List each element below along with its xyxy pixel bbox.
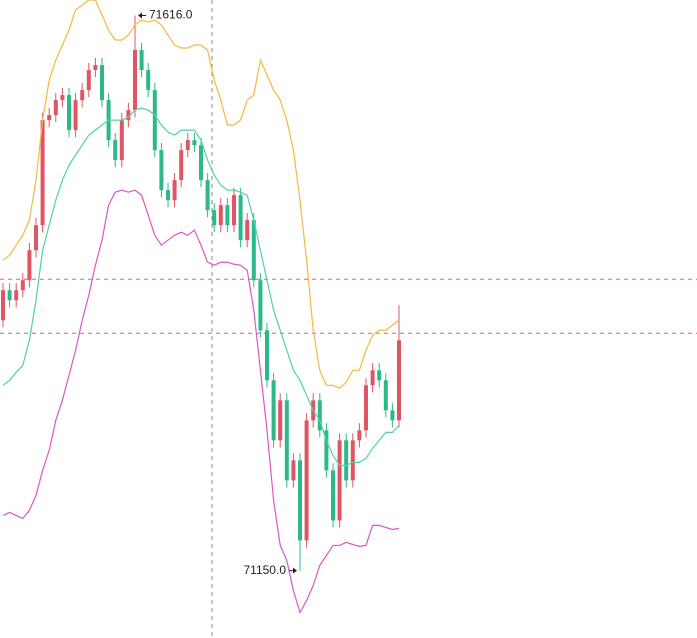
high-label: 71616.0	[149, 8, 193, 22]
candle-body	[232, 195, 236, 226]
candle-body	[199, 145, 203, 181]
candle-body	[113, 140, 118, 161]
candle-body	[324, 430, 329, 471]
candle-body	[284, 400, 289, 481]
candle-body	[20, 280, 25, 291]
candle-body	[80, 90, 85, 101]
candle-body	[27, 250, 32, 281]
candle-body	[152, 90, 157, 151]
candle-body	[278, 400, 283, 441]
candle-body	[304, 420, 309, 541]
candle-body	[86, 70, 91, 91]
candle-body	[159, 150, 164, 191]
candle-body	[383, 380, 388, 411]
band-line	[2, 107, 400, 466]
candle-body	[73, 100, 78, 131]
candle-body	[166, 190, 170, 201]
candle-body	[212, 210, 217, 226]
candle-body	[291, 460, 296, 481]
candle-body	[331, 470, 335, 521]
candle-body	[397, 340, 401, 421]
candle-body	[258, 280, 263, 331]
candle-body	[370, 370, 375, 386]
candle-body	[364, 385, 368, 431]
candle-body	[126, 110, 131, 121]
candle-body	[119, 120, 124, 161]
arrow-head	[138, 12, 142, 19]
candle-body	[192, 140, 197, 146]
candle-body	[14, 290, 19, 301]
candle-body	[225, 205, 230, 226]
candle-body	[172, 180, 177, 201]
candle-body	[218, 205, 223, 226]
candle-body	[133, 50, 137, 111]
candle-body	[179, 150, 184, 181]
band-line	[2, 189, 400, 615]
candle-body	[390, 410, 395, 421]
candle-body	[350, 440, 355, 481]
candle-body	[271, 380, 276, 441]
arrow-head	[293, 567, 297, 574]
candle-body	[245, 220, 250, 241]
candle-body	[185, 140, 190, 151]
candle-body	[238, 195, 243, 241]
candle-body	[47, 115, 52, 121]
candle-body	[34, 225, 38, 251]
candle-body	[344, 440, 349, 481]
candle-body	[337, 440, 342, 521]
candle-body	[53, 100, 58, 116]
candle-body	[377, 370, 382, 381]
candle-body	[205, 180, 210, 211]
candle-body	[357, 430, 362, 441]
low-label: 71150.0	[244, 563, 287, 577]
candle-body	[251, 220, 256, 281]
candle-body	[7, 290, 12, 301]
candle-body	[67, 95, 71, 131]
candle-body	[265, 330, 269, 381]
candle-body	[139, 50, 144, 71]
candle-body	[298, 460, 302, 541]
candle-body	[40, 120, 45, 226]
band-line	[2, 0, 400, 389]
candle-body	[146, 70, 151, 91]
candle-body	[1, 290, 5, 321]
candle-body	[317, 400, 322, 431]
candle-body	[100, 65, 104, 101]
candle-body	[60, 95, 65, 101]
candle-body	[93, 65, 98, 71]
